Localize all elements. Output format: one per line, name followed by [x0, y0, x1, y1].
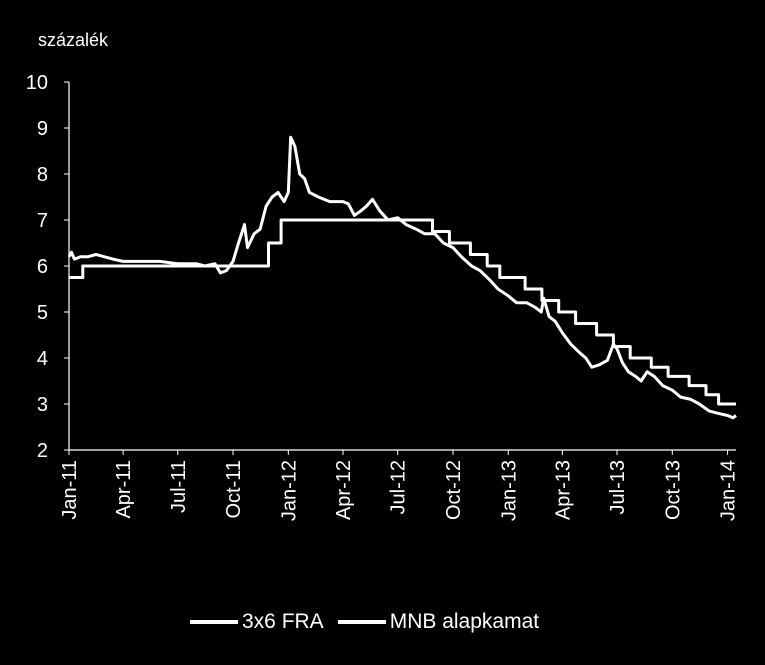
x-tick-label: Apr-13 [552, 460, 574, 520]
y-tick-label: 8 [37, 164, 48, 186]
legend-label-fra: 3x6 FRA [242, 610, 324, 633]
x-tick-label: Apr-11 [113, 460, 135, 519]
y-tick-label: 3 [37, 394, 48, 416]
y-tick-label: 5 [37, 302, 48, 324]
y-tick-label: 10 [26, 72, 48, 94]
y-axis-ticks: 2 3 4 5 6 7 8 9 10 [26, 72, 69, 462]
y-tick-label: 6 [37, 256, 48, 278]
x-tick-label: Apr-12 [333, 460, 355, 520]
x-tick-label: Oct-12 [443, 460, 465, 520]
legend-swatch-fra [190, 620, 238, 624]
series-line-fra-3x6 [67, 135, 737, 420]
y-tick-label: 9 [37, 118, 48, 140]
x-axis-ticks: Jan-11 Apr-11 Jul-11 Oct-11 Jan-12 Apr-12 Jul-… [59, 450, 740, 521]
legend-swatch-mnb [337, 620, 386, 624]
legend-label-mnb: MNB alapkamat [389, 610, 540, 633]
y-axis-unit-label: százalék [38, 30, 109, 50]
legend-item-mnb: MNB alapkamat [337, 610, 540, 634]
x-tick-label: Jan-14 [718, 460, 740, 521]
series-line-mnb-alapkamat [69, 218, 736, 406]
x-tick-label: Jan-13 [498, 460, 520, 521]
x-tick-label: Jul-12 [388, 460, 410, 514]
x-tick-label: Oct-11 [223, 460, 245, 519]
chart-series [67, 135, 737, 420]
x-tick-label: Jan-11 [59, 460, 81, 520]
x-tick-label: Oct-13 [662, 460, 684, 520]
y-tick-label: 4 [37, 348, 48, 370]
x-tick-label: Jul-13 [607, 460, 629, 514]
legend-item-fra: 3x6 FRA [190, 610, 324, 634]
x-tick-label: Jul-11 [168, 460, 190, 513]
x-tick-label: Jan-12 [278, 460, 300, 521]
y-tick-label: 2 [37, 440, 48, 462]
y-tick-label: 7 [37, 210, 48, 232]
chart-legend: 3x6 FRA MNB alapkamat [190, 610, 553, 634]
